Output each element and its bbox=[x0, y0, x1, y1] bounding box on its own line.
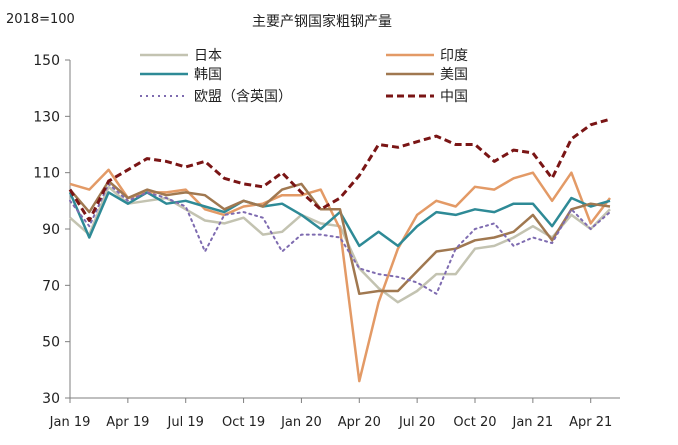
x-tick-label: Apr 21 bbox=[569, 415, 612, 430]
x-tick-label: Oct 19 bbox=[222, 415, 265, 430]
x-tick-label: Apr 19 bbox=[106, 415, 149, 430]
x-tick-label: Jan 21 bbox=[511, 415, 553, 430]
x-tick-label: Oct 20 bbox=[453, 415, 496, 430]
legend-label-4: 欧盟（含英国） bbox=[194, 88, 292, 105]
x-tick-label: Jul 19 bbox=[167, 415, 204, 430]
x-tick-label: Apr 20 bbox=[338, 415, 381, 430]
x-tick-label: Jan 19 bbox=[49, 415, 91, 430]
axes: 30 50 70 90 110 130 150 Jan 19 Apr 19 Jul 19 Oct 1… bbox=[33, 53, 620, 430]
series-line-4 bbox=[69, 182, 611, 295]
legend-label-5: 中国 bbox=[440, 89, 468, 105]
x-tick-label: Jan 20 bbox=[280, 415, 322, 430]
series-lines bbox=[68, 117, 611, 383]
y-tick-label: 110 bbox=[33, 166, 60, 182]
y-tick-label: 50 bbox=[42, 335, 60, 351]
series-line-3 bbox=[69, 179, 611, 296]
legend-label-3: 美国 bbox=[440, 67, 468, 83]
chart-title: 主要产钢国家粗钢产量 bbox=[252, 13, 392, 30]
y-tick-label: 130 bbox=[33, 109, 60, 125]
series-line-5 bbox=[68, 117, 611, 222]
y-tick-label: 150 bbox=[33, 53, 60, 69]
y-tick-label: 70 bbox=[42, 278, 60, 294]
chart-unit-label: 2018=100 bbox=[6, 12, 75, 27]
y-tick-label: 90 bbox=[42, 222, 60, 238]
legend-label-0: 日本 bbox=[194, 48, 222, 64]
y-tick-label: 30 bbox=[42, 391, 60, 407]
legend-label-2: 韩国 bbox=[194, 67, 222, 83]
legend-label-1: 印度 bbox=[440, 48, 468, 64]
x-tick-label: Jul 20 bbox=[398, 415, 435, 430]
